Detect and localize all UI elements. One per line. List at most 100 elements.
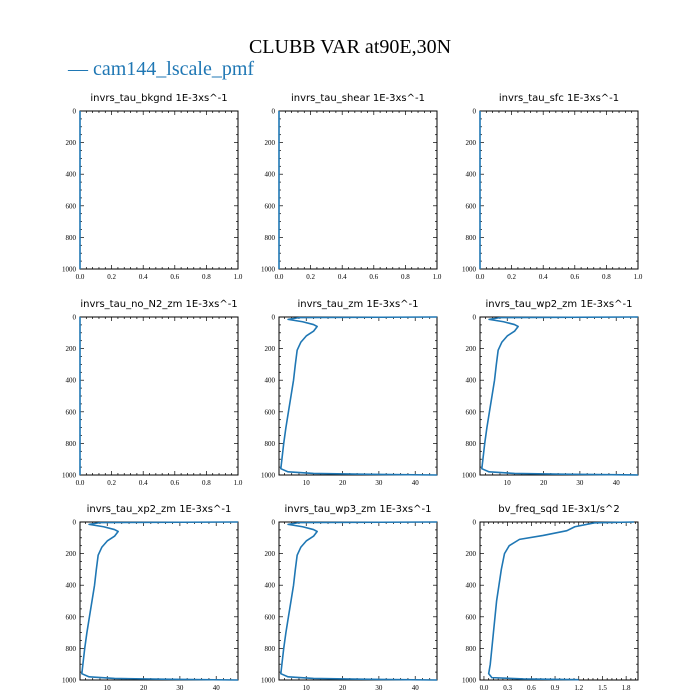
x-tick-label: 0.0: [76, 479, 85, 487]
chart-panel: invrs_tau_zm 1E-3xs^-1 0 200 400 600 800 1000 1…: [261, 299, 438, 487]
x-tick-label: 10: [504, 479, 512, 487]
x-tick-label: 30: [576, 479, 584, 487]
chart-panel: invrs_tau_sfc 1E-3xs^-1 0 200 400 600 800 1000…: [462, 93, 643, 281]
x-tick-label: 0.3: [503, 684, 512, 692]
y-tick-label: 800: [466, 440, 477, 448]
y-tick-label: 0: [272, 108, 276, 116]
y-tick-label: 400: [66, 171, 77, 179]
y-tick-label: 0: [73, 108, 77, 116]
plot-frame: [479, 110, 639, 270]
x-tick-label: 10: [104, 684, 112, 692]
panel-title: invrs_tau_sfc 1E-3xs^-1: [499, 93, 619, 104]
x-tick-label: 0.0: [76, 273, 85, 281]
y-tick-label: 200: [66, 345, 77, 353]
panel-title: invrs_tau_no_N2_zm 1E-3xs^-1: [80, 299, 237, 310]
x-tick-label: 0.2: [507, 273, 516, 281]
y-tick-label: 400: [466, 582, 477, 590]
panel-title: invrs_tau_shear 1E-3xs^-1: [291, 93, 425, 104]
x-tick-label: 1.0: [433, 273, 442, 281]
x-tick-label: 0.2: [107, 273, 116, 281]
y-tick-label: 200: [66, 550, 77, 558]
y-tick-label: 800: [66, 645, 77, 653]
x-tick-label: 0.4: [139, 273, 148, 281]
x-tick-label: 0.0: [480, 684, 489, 692]
chart-panel: invrs_tau_wp3_zm 1E-3xs^-1 0 200 400 600 800 1…: [261, 504, 438, 692]
x-tick-label: 0.8: [401, 273, 410, 281]
x-tick-label: 40: [613, 479, 621, 487]
y-tick-label: 800: [66, 234, 77, 242]
y-tick-label: 200: [265, 139, 276, 147]
y-tick-label: 600: [265, 408, 276, 416]
x-tick-label: 0.0: [476, 273, 485, 281]
plot-frame: [479, 521, 639, 681]
plot-frame: [79, 110, 239, 270]
x-tick-label: 0.8: [602, 273, 611, 281]
x-tick-label: 0.6: [369, 273, 378, 281]
x-tick-label: 0.4: [338, 273, 347, 281]
panel-title: invrs_tau_wp3_zm 1E-3xs^-1: [285, 504, 432, 515]
x-tick-label: 1.2: [574, 684, 583, 692]
y-tick-label: 1000: [62, 677, 77, 685]
y-tick-label: 400: [466, 171, 477, 179]
chart-panel: invrs_tau_bkgnd 1E-3xs^-1 0 200 400 600 800 10…: [62, 93, 243, 281]
x-tick-label: 10: [303, 684, 311, 692]
y-tick-label: 0: [473, 314, 477, 322]
y-tick-label: 600: [265, 202, 276, 210]
y-tick-label: 0: [73, 314, 77, 322]
y-tick-label: 600: [66, 408, 77, 416]
panel-title: invrs_tau_zm 1E-3xs^-1: [297, 299, 418, 310]
y-tick-label: 400: [66, 582, 77, 590]
y-tick-label: 0: [473, 519, 477, 527]
series-line: [280, 316, 438, 476]
plot-frame: [278, 110, 438, 270]
y-tick-label: 1000: [261, 472, 276, 480]
y-tick-label: 800: [265, 440, 276, 448]
y-tick-label: 200: [466, 345, 477, 353]
x-tick-label: 40: [412, 684, 420, 692]
y-tick-label: 1000: [462, 472, 477, 480]
chart-panel: invrs_tau_shear 1E-3xs^-1 0 200 400 600 800 10…: [261, 93, 442, 281]
y-tick-label: 0: [73, 519, 77, 527]
y-tick-label: 800: [466, 645, 477, 653]
y-tick-label: 200: [466, 139, 477, 147]
x-tick-label: 0.8: [202, 479, 211, 487]
y-tick-label: 0: [272, 519, 276, 527]
y-tick-label: 1000: [462, 266, 477, 274]
x-tick-label: 30: [375, 479, 383, 487]
x-tick-label: 30: [375, 684, 383, 692]
x-tick-label: 20: [540, 479, 548, 487]
y-tick-label: 200: [265, 550, 276, 558]
y-tick-label: 400: [265, 582, 276, 590]
y-tick-label: 400: [66, 377, 77, 385]
y-tick-label: 0: [272, 314, 276, 322]
y-tick-label: 200: [265, 345, 276, 353]
y-tick-label: 1000: [462, 677, 477, 685]
x-tick-label: 40: [412, 479, 420, 487]
x-tick-label: 30: [176, 684, 184, 692]
y-tick-label: 200: [66, 139, 77, 147]
series-line: [487, 521, 635, 681]
y-tick-label: 400: [466, 377, 477, 385]
x-tick-label: 1.8: [622, 684, 631, 692]
y-tick-label: 800: [466, 234, 477, 242]
x-tick-label: 0.0: [275, 273, 284, 281]
panel-title: invrs_tau_xp2_zm 1E-3xs^-1: [87, 504, 232, 515]
plot-frame: [79, 316, 239, 476]
legend-entry: — cam144_lscale_pmf: [68, 58, 255, 80]
x-tick-label: 0.8: [202, 273, 211, 281]
chart-panel: invrs_tau_wp2_zm 1E-3xs^-1 0 200 400 600 800 1…: [462, 299, 639, 487]
y-tick-label: 1000: [62, 266, 77, 274]
panel-title: bv_freq_sqd 1E-3x1/s^2: [498, 504, 620, 515]
x-tick-label: 1.0: [234, 479, 243, 487]
y-tick-label: 1000: [261, 266, 276, 274]
x-tick-label: 0.2: [306, 273, 315, 281]
x-tick-label: 0.6: [170, 273, 179, 281]
x-tick-label: 10: [303, 479, 311, 487]
y-tick-label: 600: [265, 613, 276, 621]
y-tick-label: 600: [66, 613, 77, 621]
y-tick-label: 400: [265, 171, 276, 179]
x-tick-label: 20: [339, 684, 347, 692]
x-tick-label: 1.5: [598, 684, 607, 692]
chart-panel: bv_freq_sqd 1E-3x1/s^2020040060080010000…: [462, 504, 639, 692]
